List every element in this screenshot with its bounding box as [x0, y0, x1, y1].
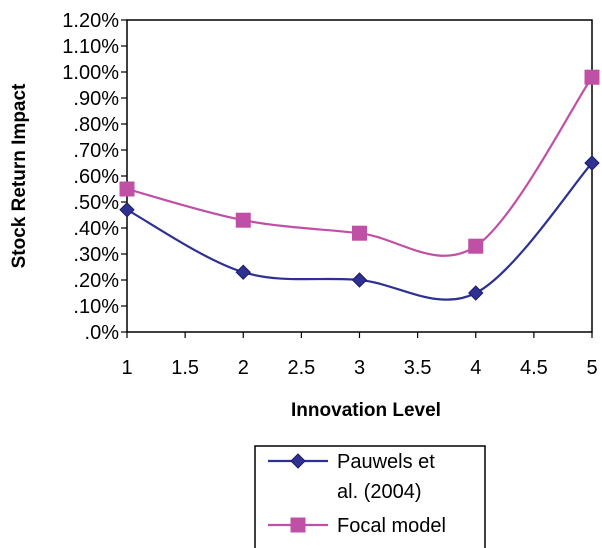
legend-label: Focal model [337, 515, 446, 537]
y-axis-title: Stock Return Impact [9, 83, 30, 268]
legend-items: Pauwels et al. (2004) Focal model [268, 451, 446, 537]
legend-box [254, 445, 486, 548]
y-tick-label: .50% [73, 192, 119, 214]
data-point-square [352, 225, 367, 241]
x-tick-label: 4.5 [520, 357, 548, 379]
legend-label: Pauwels et al. (2004) [337, 451, 435, 503]
y-tick-label: 1.20% [62, 10, 119, 32]
series-markers [119, 69, 600, 301]
data-point-square [468, 238, 484, 254]
x-tick-label: 2.5 [287, 357, 315, 379]
x-tick-label: 5 [586, 357, 597, 379]
data-point-diamond [235, 264, 251, 280]
x-axis-title: Innovation Level [291, 400, 441, 421]
data-point-diamond [351, 272, 368, 288]
data-point-square [584, 69, 600, 85]
y-axis-ticks: .0% .10% .20% .30% .40% .50% .60% .70% .80% .90% 1… [62, 10, 127, 344]
legend-marker-square [290, 517, 306, 533]
x-tick-label: 4 [470, 357, 481, 379]
x-tick-label: 1 [121, 357, 132, 379]
data-point-diamond [468, 285, 484, 301]
x-tick-label: 2 [238, 357, 249, 379]
legend: Pauwels et al. (2004) Focal model [254, 445, 486, 548]
data-point-square [119, 181, 135, 197]
x-axis-ticks: 1 1.5 2 2.5 3 3.5 4 4.5 5 [121, 332, 598, 379]
x-tick-label: 3.5 [404, 357, 432, 379]
y-tick-label: .10% [73, 296, 119, 318]
y-tick-label: .0% [85, 322, 120, 344]
y-tick-label: .20% [73, 270, 119, 292]
plot-area [126, 19, 593, 333]
series-line-square [126, 76, 593, 257]
series-lines [126, 76, 593, 301]
y-tick-label: .80% [73, 114, 119, 136]
y-tick-label: .60% [73, 166, 119, 188]
y-tick-label: .40% [73, 218, 119, 240]
y-axis-title-group: Stock Return Impact [9, 83, 30, 268]
y-tick-label: .90% [73, 88, 119, 110]
y-tick-label: .70% [73, 140, 119, 162]
legend-marker-diamond [290, 453, 306, 469]
data-point-square [235, 212, 251, 228]
y-tick-label: 1.00% [62, 62, 119, 84]
y-tick-label: .30% [73, 244, 119, 266]
y-tick-label: 1.10% [62, 36, 119, 58]
x-tick-label: 3 [354, 357, 365, 379]
x-tick-label: 1.5 [171, 357, 199, 379]
data-point-diamond [119, 202, 135, 218]
data-point-diamond [584, 155, 600, 171]
